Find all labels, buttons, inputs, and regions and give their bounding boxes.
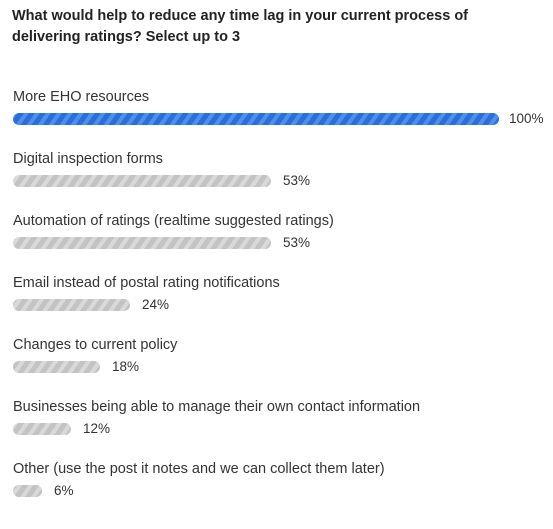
option-label: Email instead of postal rating notificat… (13, 275, 280, 291)
option-row: Businesses being able to manage their ow… (13, 398, 543, 460)
bar-track: 53% (13, 173, 543, 188)
result-bar (13, 423, 71, 435)
result-bar (13, 237, 271, 249)
result-bar (13, 113, 499, 125)
percent-label: 100% (509, 111, 544, 126)
option-row: Changes to current policy 18% (13, 336, 543, 398)
option-label: Changes to current policy (13, 337, 178, 353)
percent-label: 53% (283, 173, 311, 188)
bar-track: 18% (13, 359, 543, 374)
option-label: Automation of ratings (realtime suggeste… (13, 213, 334, 229)
option-label: Businesses being able to manage their ow… (13, 399, 421, 415)
option-label: Other (use the post it notes and we can … (13, 461, 385, 477)
result-bar (13, 299, 130, 311)
percent-label: 24% (142, 297, 170, 312)
option-row: Automation of ratings (realtime suggeste… (13, 212, 543, 274)
percent-label: 53% (283, 235, 311, 250)
bar-track: 6% (13, 483, 543, 498)
option-label: More EHO resources (13, 89, 150, 105)
question-title: What would help to reduce any time lag i… (12, 8, 469, 45)
bar-track: 100% (13, 111, 544, 126)
bar-track: 12% (13, 421, 543, 436)
result-bar (13, 361, 100, 373)
bar-track: 53% (13, 235, 543, 250)
option-row: Other (use the post it notes and we can … (13, 460, 543, 522)
result-bar (13, 175, 271, 187)
option-label: Digital inspection forms (13, 151, 163, 167)
percent-label: 12% (83, 421, 111, 436)
option-row: More EHO resources 100% (13, 88, 544, 150)
percent-label: 6% (54, 483, 74, 498)
bar-track: 24% (13, 297, 543, 312)
result-bar (13, 485, 42, 497)
percent-label: 18% (112, 359, 140, 374)
results-chart: More EHO resources 100% Digital inspection… (13, 88, 544, 522)
option-row: Email instead of postal rating notificat… (13, 274, 543, 336)
option-row: Digital inspection forms 53% (13, 150, 543, 212)
